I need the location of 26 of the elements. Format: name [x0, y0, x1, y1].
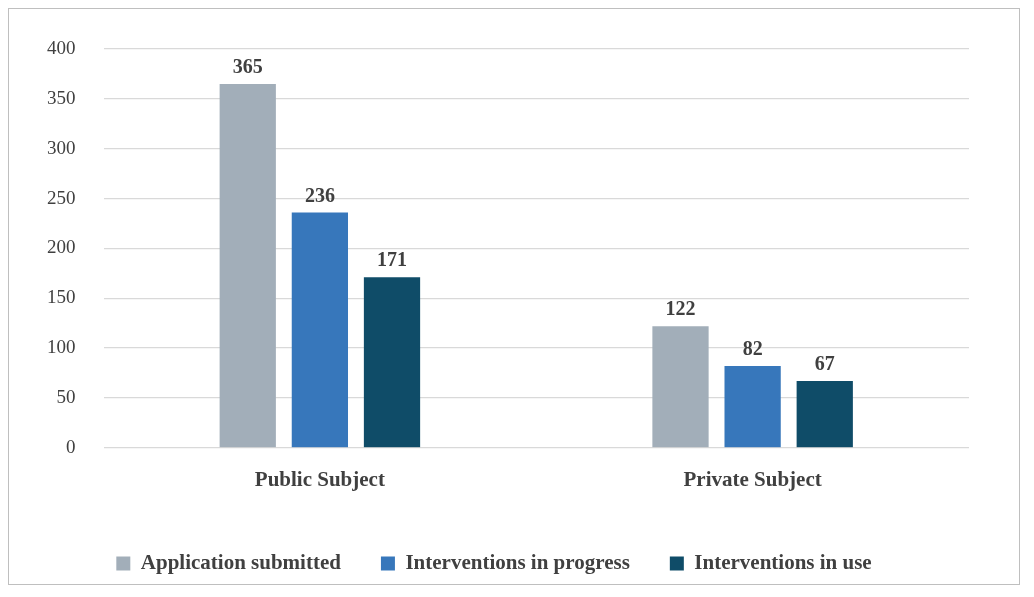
data-label: 236 — [304, 183, 335, 206]
bar — [796, 381, 853, 448]
x-tick-label: Private Subject — [683, 466, 822, 491]
y-tick-label: 400 — [47, 36, 76, 58]
legend-label: Application submitted — [140, 549, 342, 574]
bar — [724, 366, 781, 448]
x-tick-label: Public Subject — [254, 466, 385, 491]
data-label: 67 — [814, 352, 835, 375]
y-tick-label: 100 — [47, 336, 76, 358]
data-label: 365 — [232, 55, 263, 78]
legend-label: Interventions in use — [694, 549, 872, 574]
y-tick-label: 0 — [66, 435, 76, 457]
data-label: 122 — [665, 297, 696, 320]
y-tick-label: 300 — [47, 136, 76, 158]
bar — [363, 277, 421, 448]
data-label: 82 — [742, 337, 763, 360]
data-label: 171 — [377, 248, 407, 271]
y-tick-label: 200 — [47, 236, 76, 258]
legend-label: Interventions in progress — [405, 549, 630, 574]
y-tick-label: 250 — [47, 186, 76, 208]
bar — [652, 326, 709, 448]
y-tick-label: 150 — [47, 286, 76, 308]
y-tick-label: 350 — [47, 86, 76, 108]
bar — [291, 212, 348, 448]
y-tick-label: 50 — [56, 385, 76, 407]
bar — [219, 83, 276, 448]
